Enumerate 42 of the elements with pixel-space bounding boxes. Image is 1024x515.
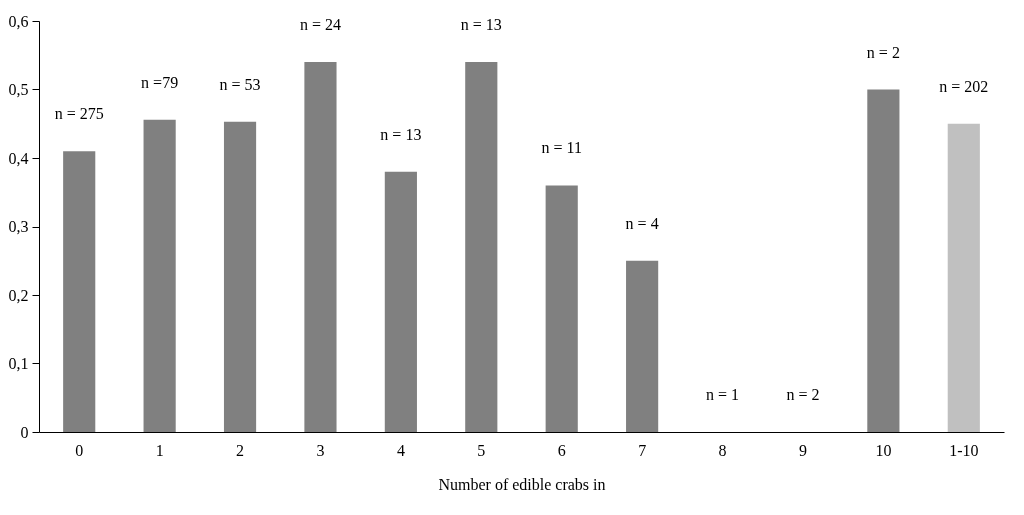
x-tick-label: 8 [718, 441, 727, 459]
annotation: n = 2 [786, 386, 820, 403]
y-tick-label: 0,6 [8, 12, 29, 30]
y-tick-label: 0,3 [8, 218, 29, 235]
bar [545, 185, 578, 432]
annotation: n = 11 [541, 139, 582, 157]
x-tick-label: 4 [396, 441, 405, 459]
y-tick-label: 0,5 [8, 81, 29, 98]
x-tick-label: 0 [75, 441, 84, 459]
x-tick-label: 10 [875, 441, 892, 459]
y-tick-label: 0,2 [8, 286, 29, 304]
bar [867, 89, 900, 432]
x-tick-label: 1-10 [949, 441, 979, 459]
bar [63, 151, 96, 432]
annotation: n = 2 [866, 43, 900, 61]
x-tick-label: 9 [798, 441, 807, 459]
annotation: n = 202 [939, 77, 989, 95]
bar [465, 62, 498, 432]
x-tick-label: 5 [477, 441, 486, 459]
annotation: n = 13 [460, 16, 502, 34]
y-tick-label: 0,1 [8, 355, 29, 372]
x-axis-title: Number of edible crabs in [438, 475, 606, 493]
bar [626, 260, 659, 432]
bar [143, 119, 176, 432]
x-tick-label: 2 [236, 441, 245, 459]
annotation: n = 53 [219, 75, 261, 93]
bar [947, 123, 980, 432]
annotation: n = 4 [625, 214, 659, 232]
y-tick-label: 0 [20, 423, 29, 441]
y-tick-label: 0,4 [8, 149, 29, 167]
x-tick-label: 3 [316, 441, 325, 459]
annotation: n = 13 [380, 125, 422, 143]
annotation: n = 24 [299, 16, 341, 34]
bar [223, 121, 257, 432]
x-tick-label: 7 [638, 441, 647, 459]
annotation: n = 1 [706, 386, 740, 403]
x-tick-label: 6 [557, 441, 566, 459]
bar [384, 171, 417, 432]
bar [304, 62, 337, 432]
x-tick-label: 1 [155, 441, 164, 459]
annotation: n = 275 [54, 105, 104, 123]
annotation: n =79 [141, 73, 179, 91]
